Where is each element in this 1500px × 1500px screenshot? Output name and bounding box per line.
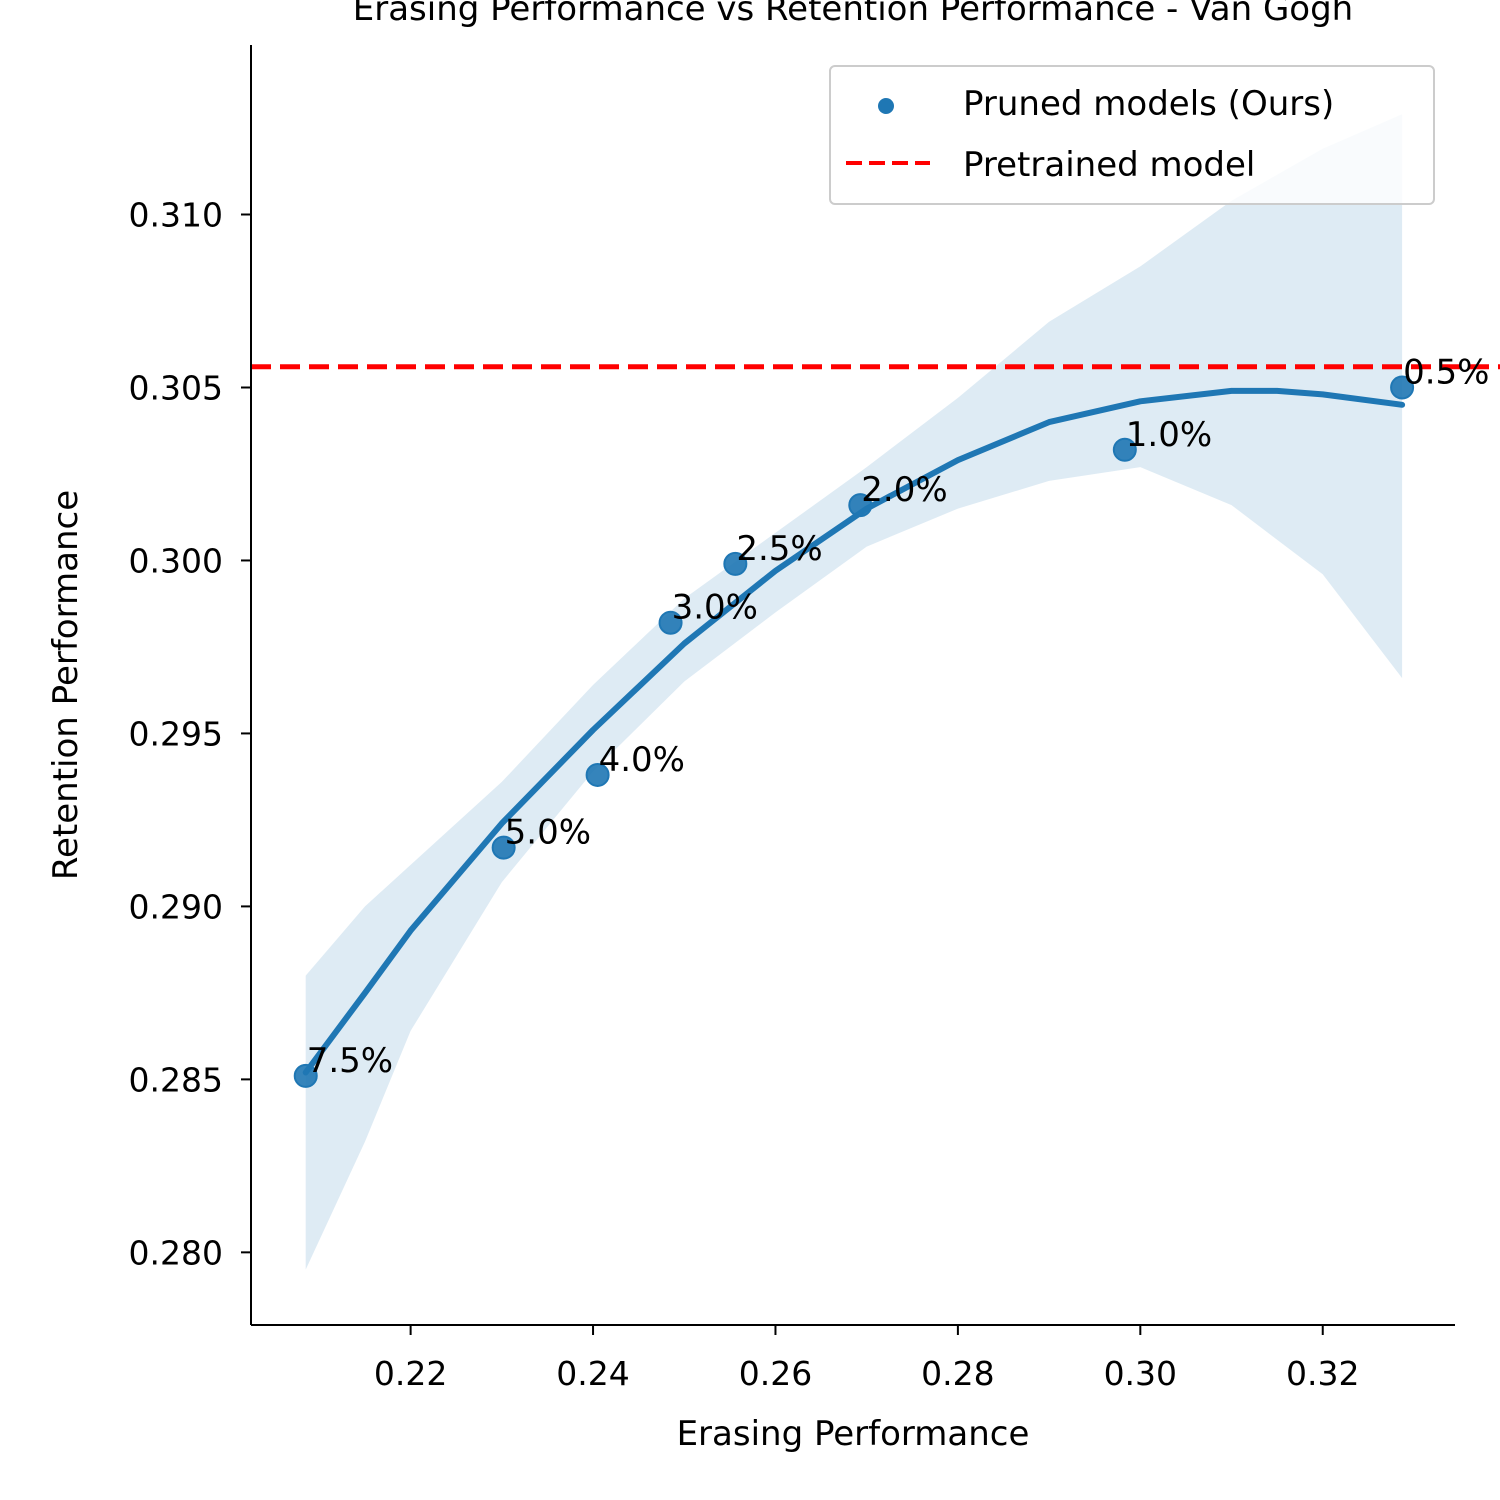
point-label: 2.5% (736, 529, 822, 569)
data-point (723, 551, 748, 576)
point-label: 2.0% (861, 470, 947, 510)
point-label: 4.0% (599, 740, 685, 780)
legend-marker-pruned (878, 98, 894, 114)
x-ticks: 0.22 0.24 0.26 0.28 0.30 0.32 (374, 1325, 1359, 1393)
x-tick-label: 0.32 (1286, 1354, 1359, 1393)
point-labels-layer: 7.5% 5.0%4.0% 3.0% 2.5% 2.0% 1.0% 0.5% (307, 352, 1490, 1080)
data-point (658, 610, 683, 635)
confidence-band (305, 114, 1403, 1270)
data-point (848, 493, 873, 518)
point-label: 5.0% (505, 813, 591, 853)
x-tick-label: 0.24 (556, 1354, 629, 1393)
x-tick-label: 0.28 (921, 1354, 994, 1393)
y-tick-label: 0.305 (129, 368, 223, 407)
y-tick-label: 0.285 (129, 1060, 223, 1099)
y-ticks: 0.280 0.285 0.290 0.295 0.300 0.305 0.310 (129, 196, 251, 1272)
y-tick-label: 0.290 (129, 887, 223, 926)
points-layer (293, 375, 1415, 1088)
y-tick-label: 0.300 (129, 541, 223, 580)
chart-title: Erasing Performance vs Retention Perform… (353, 0, 1353, 29)
y-axis-label: Retention Performance (46, 490, 86, 880)
y-tick-label: 0.295 (129, 714, 223, 753)
data-point (1390, 375, 1415, 400)
axes (250, 45, 1455, 1326)
x-axis-label: Erasing Performance (677, 1414, 1030, 1454)
point-label: 7.5% (307, 1041, 393, 1081)
y-tick-label: 0.280 (129, 1233, 223, 1272)
data-point (1112, 437, 1137, 462)
point-label: 3.0% (672, 588, 758, 628)
data-point (491, 835, 516, 860)
legend: Pruned models (Ours) Pretrained model (829, 65, 1435, 205)
legend-box (829, 65, 1435, 205)
x-tick-label: 0.30 (1104, 1354, 1177, 1393)
x-tick-label: 0.26 (739, 1354, 812, 1393)
legend-label-pruned: Pruned models (Ours) (963, 84, 1334, 124)
point-label: 1.0% (1126, 415, 1212, 455)
x-tick-label: 0.22 (374, 1354, 447, 1393)
y-tick-label: 0.310 (129, 196, 223, 235)
data-point (585, 762, 610, 787)
point-label: 0.5% (1403, 352, 1489, 392)
legend-label-pretrained: Pretrained model (963, 145, 1255, 185)
confidence-band-layer (305, 114, 1403, 1270)
data-point (293, 1063, 318, 1088)
